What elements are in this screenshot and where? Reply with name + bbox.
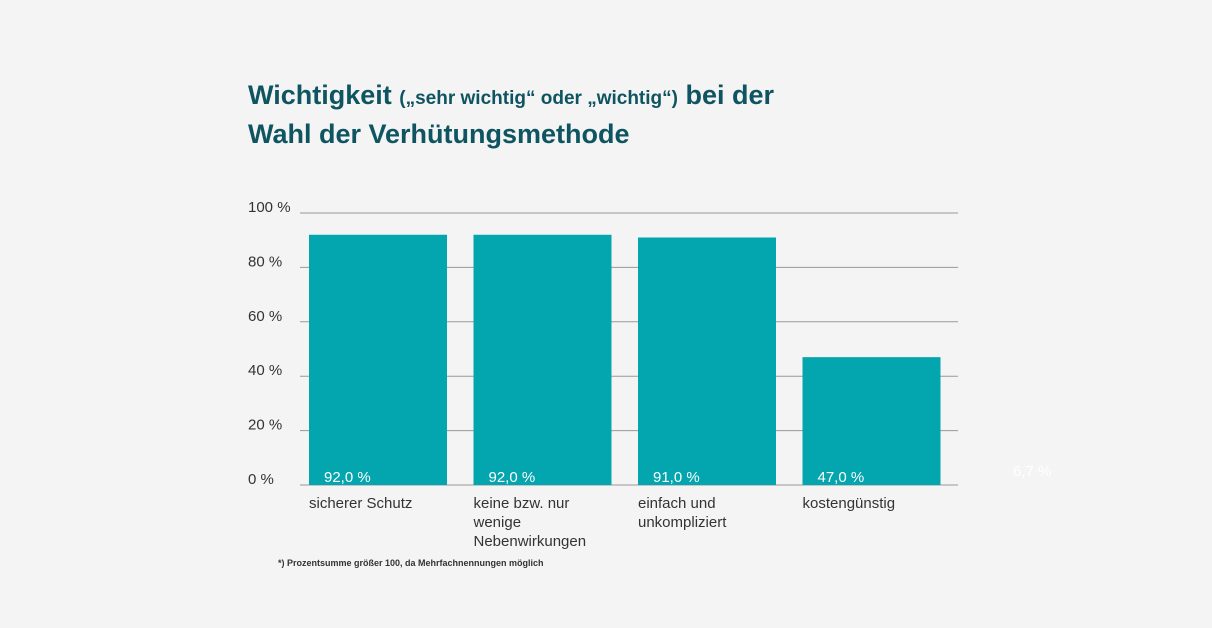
data-label: 47,0 % [818,469,865,486]
y-tick-label: 20 % [248,417,282,434]
category-label-line: keine bzw. nur [474,495,570,512]
footnote: *) Prozentsumme größer 100, da Mehrfachn… [278,558,544,568]
category-label: keine bzw. nur wenige Nebenwirkungen [473,495,587,550]
category-label-line: kostengünstig [803,495,896,512]
category-label: einfach und unkompliziert [638,495,727,531]
data-label: 92,0 % [489,469,536,486]
category-label-line: wenige [473,514,522,531]
stray-data-label: 6,7 % [1013,463,1051,480]
data-label: 91,0 % [653,469,700,486]
chart-title-line2: Wahl der Verhütungsmethode [248,119,630,149]
category-label: sicherer Schutz [309,495,412,512]
category-label-line: einfach und [638,495,716,512]
category-label-line: Nebenwirkungen [474,533,587,550]
bar [802,357,941,485]
y-tick-label: 80 % [248,253,282,270]
bar [473,234,612,485]
category-label-line: unkompliziert [638,514,727,531]
title-part3: bei der [677,80,774,110]
category-label: kostengünstig [803,495,896,512]
title-part2: („sehr wichtig“ oder „wichtig“) [399,88,678,109]
data-label: 92,0 % [324,469,371,486]
chart-title-line1: Wichtigkeit („sehr wichtig“ oder „wichti… [248,78,774,117]
y-tick-label: 40 % [248,362,282,379]
category-label-line: sicherer Schutz [309,495,412,512]
bar [309,234,447,485]
bar [638,237,776,485]
y-tick-label: 100 % [248,199,291,216]
y-tick-label: 0 % [248,471,274,488]
chart-title: Wichtigkeit („sehr wichtig“ oder „wichti… [248,78,774,151]
y-tick-label: 60 % [248,308,282,325]
title-part1: Wichtigkeit [248,80,400,110]
